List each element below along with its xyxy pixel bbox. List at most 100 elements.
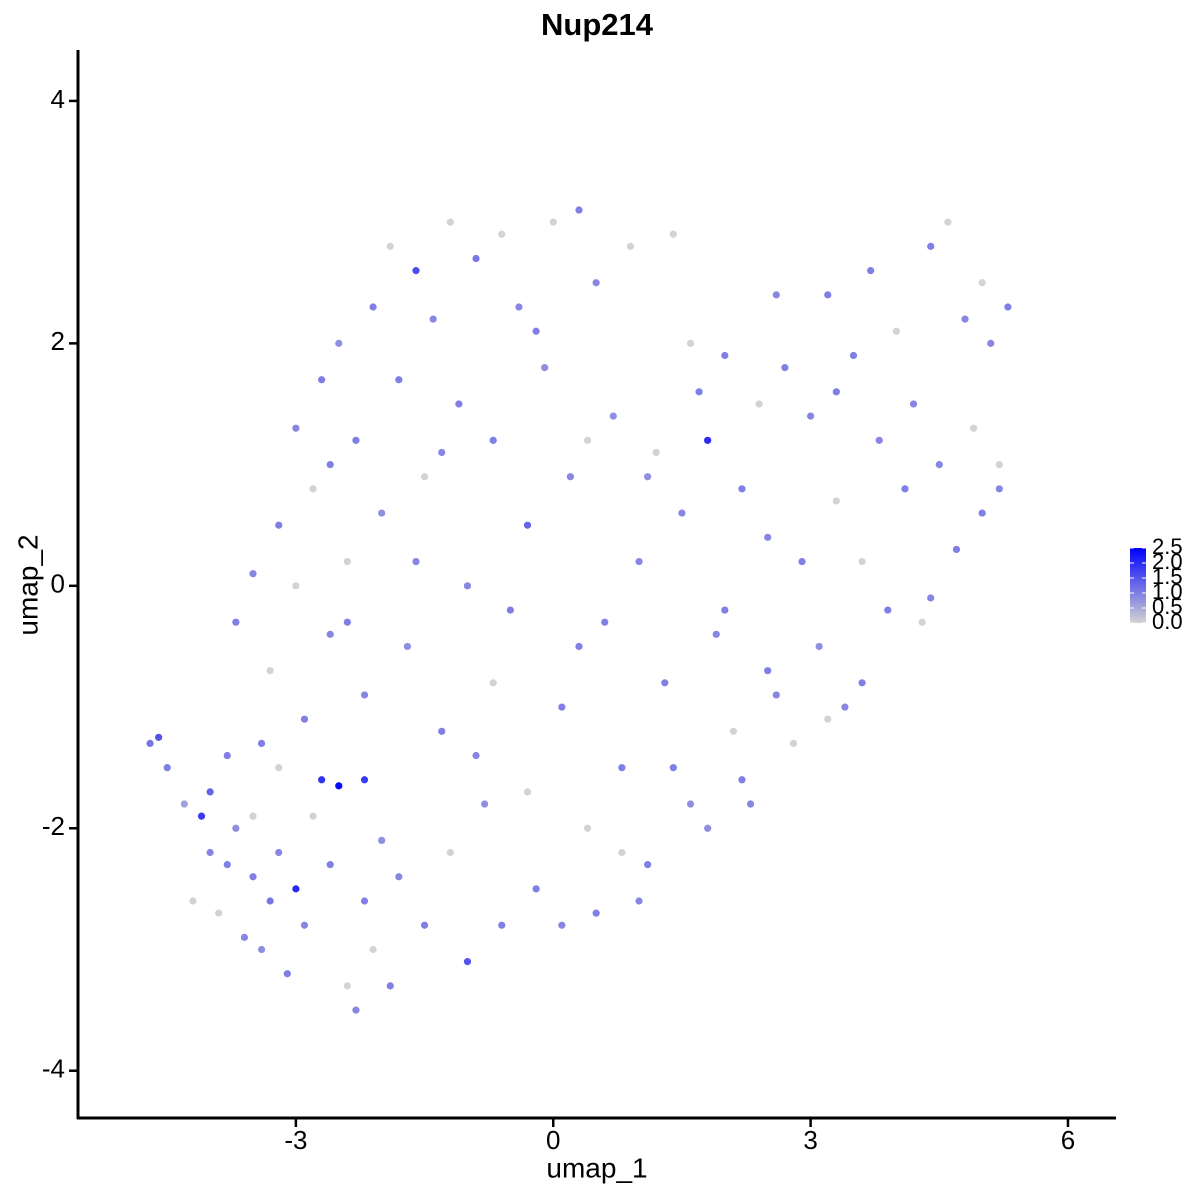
y-axis-label: umap_2 xyxy=(12,534,43,635)
point xyxy=(412,267,420,275)
point xyxy=(240,933,249,941)
point xyxy=(429,315,437,323)
point xyxy=(824,715,832,723)
point xyxy=(395,873,403,881)
point xyxy=(360,897,369,905)
point xyxy=(858,557,866,566)
point xyxy=(807,412,815,420)
point xyxy=(978,279,986,287)
point xyxy=(369,945,377,954)
point xyxy=(266,667,274,675)
point xyxy=(858,679,866,687)
point xyxy=(386,982,394,990)
point xyxy=(532,885,540,893)
point xyxy=(412,557,420,566)
point xyxy=(978,509,986,517)
point xyxy=(206,848,214,857)
x-axis-label: umap_1 xyxy=(546,1152,647,1183)
point xyxy=(155,733,163,741)
point xyxy=(300,921,309,929)
point xyxy=(378,509,386,517)
point xyxy=(867,267,875,275)
point xyxy=(455,400,463,408)
point xyxy=(798,557,806,566)
point xyxy=(1004,303,1012,311)
point xyxy=(789,739,798,748)
point xyxy=(386,242,394,250)
point xyxy=(909,400,918,408)
point xyxy=(283,970,291,978)
colorbar-label: 0.5 xyxy=(1152,594,1183,619)
point xyxy=(275,521,283,529)
point xyxy=(463,958,472,966)
point xyxy=(901,485,909,493)
point xyxy=(523,521,532,529)
point xyxy=(558,703,566,711)
point xyxy=(738,485,746,493)
point xyxy=(669,230,677,238)
point xyxy=(343,982,351,990)
point xyxy=(935,460,943,469)
points xyxy=(146,206,1012,1014)
colorbar-label: 2.5 xyxy=(1152,534,1183,559)
point xyxy=(669,764,677,772)
point xyxy=(215,909,223,917)
point xyxy=(275,764,283,772)
point xyxy=(309,485,317,493)
x-tick-label: 0 xyxy=(546,1125,560,1155)
point xyxy=(549,218,557,226)
point xyxy=(927,594,935,602)
point xyxy=(438,448,446,457)
point xyxy=(463,582,472,590)
point xyxy=(592,909,600,917)
point xyxy=(686,339,695,347)
point xyxy=(292,424,300,432)
point xyxy=(746,800,755,808)
point xyxy=(618,764,626,772)
point xyxy=(918,618,926,626)
point xyxy=(583,824,592,832)
point xyxy=(987,339,995,347)
point xyxy=(635,897,643,905)
colorbar-label: 2.0 xyxy=(1152,549,1183,574)
y-tick-label: -2 xyxy=(42,811,65,841)
point xyxy=(420,921,429,929)
point xyxy=(343,618,351,626)
point xyxy=(884,606,892,614)
point xyxy=(360,776,369,784)
point xyxy=(712,630,720,638)
point xyxy=(403,642,412,651)
point xyxy=(249,812,257,820)
point xyxy=(352,436,360,444)
point xyxy=(318,776,326,784)
point xyxy=(695,388,703,396)
point xyxy=(832,388,840,396)
point xyxy=(206,788,214,796)
point xyxy=(961,315,969,323)
point xyxy=(232,824,240,832)
point xyxy=(824,291,832,299)
point xyxy=(275,848,283,857)
point xyxy=(566,473,575,481)
point xyxy=(300,715,309,723)
point xyxy=(849,351,858,360)
point xyxy=(995,485,1003,493)
point xyxy=(583,436,592,444)
point xyxy=(472,751,480,760)
point xyxy=(644,473,652,481)
point xyxy=(738,776,746,784)
point xyxy=(420,473,429,481)
point xyxy=(601,618,609,626)
point xyxy=(704,436,712,444)
point xyxy=(635,557,643,566)
point xyxy=(257,945,266,954)
point xyxy=(832,497,840,505)
point xyxy=(498,230,506,238)
point xyxy=(772,691,780,699)
point xyxy=(558,921,566,929)
point xyxy=(969,424,978,432)
colorbar-label: 1.5 xyxy=(1152,564,1183,589)
point xyxy=(815,642,823,651)
point xyxy=(995,460,1003,469)
point xyxy=(395,376,403,384)
